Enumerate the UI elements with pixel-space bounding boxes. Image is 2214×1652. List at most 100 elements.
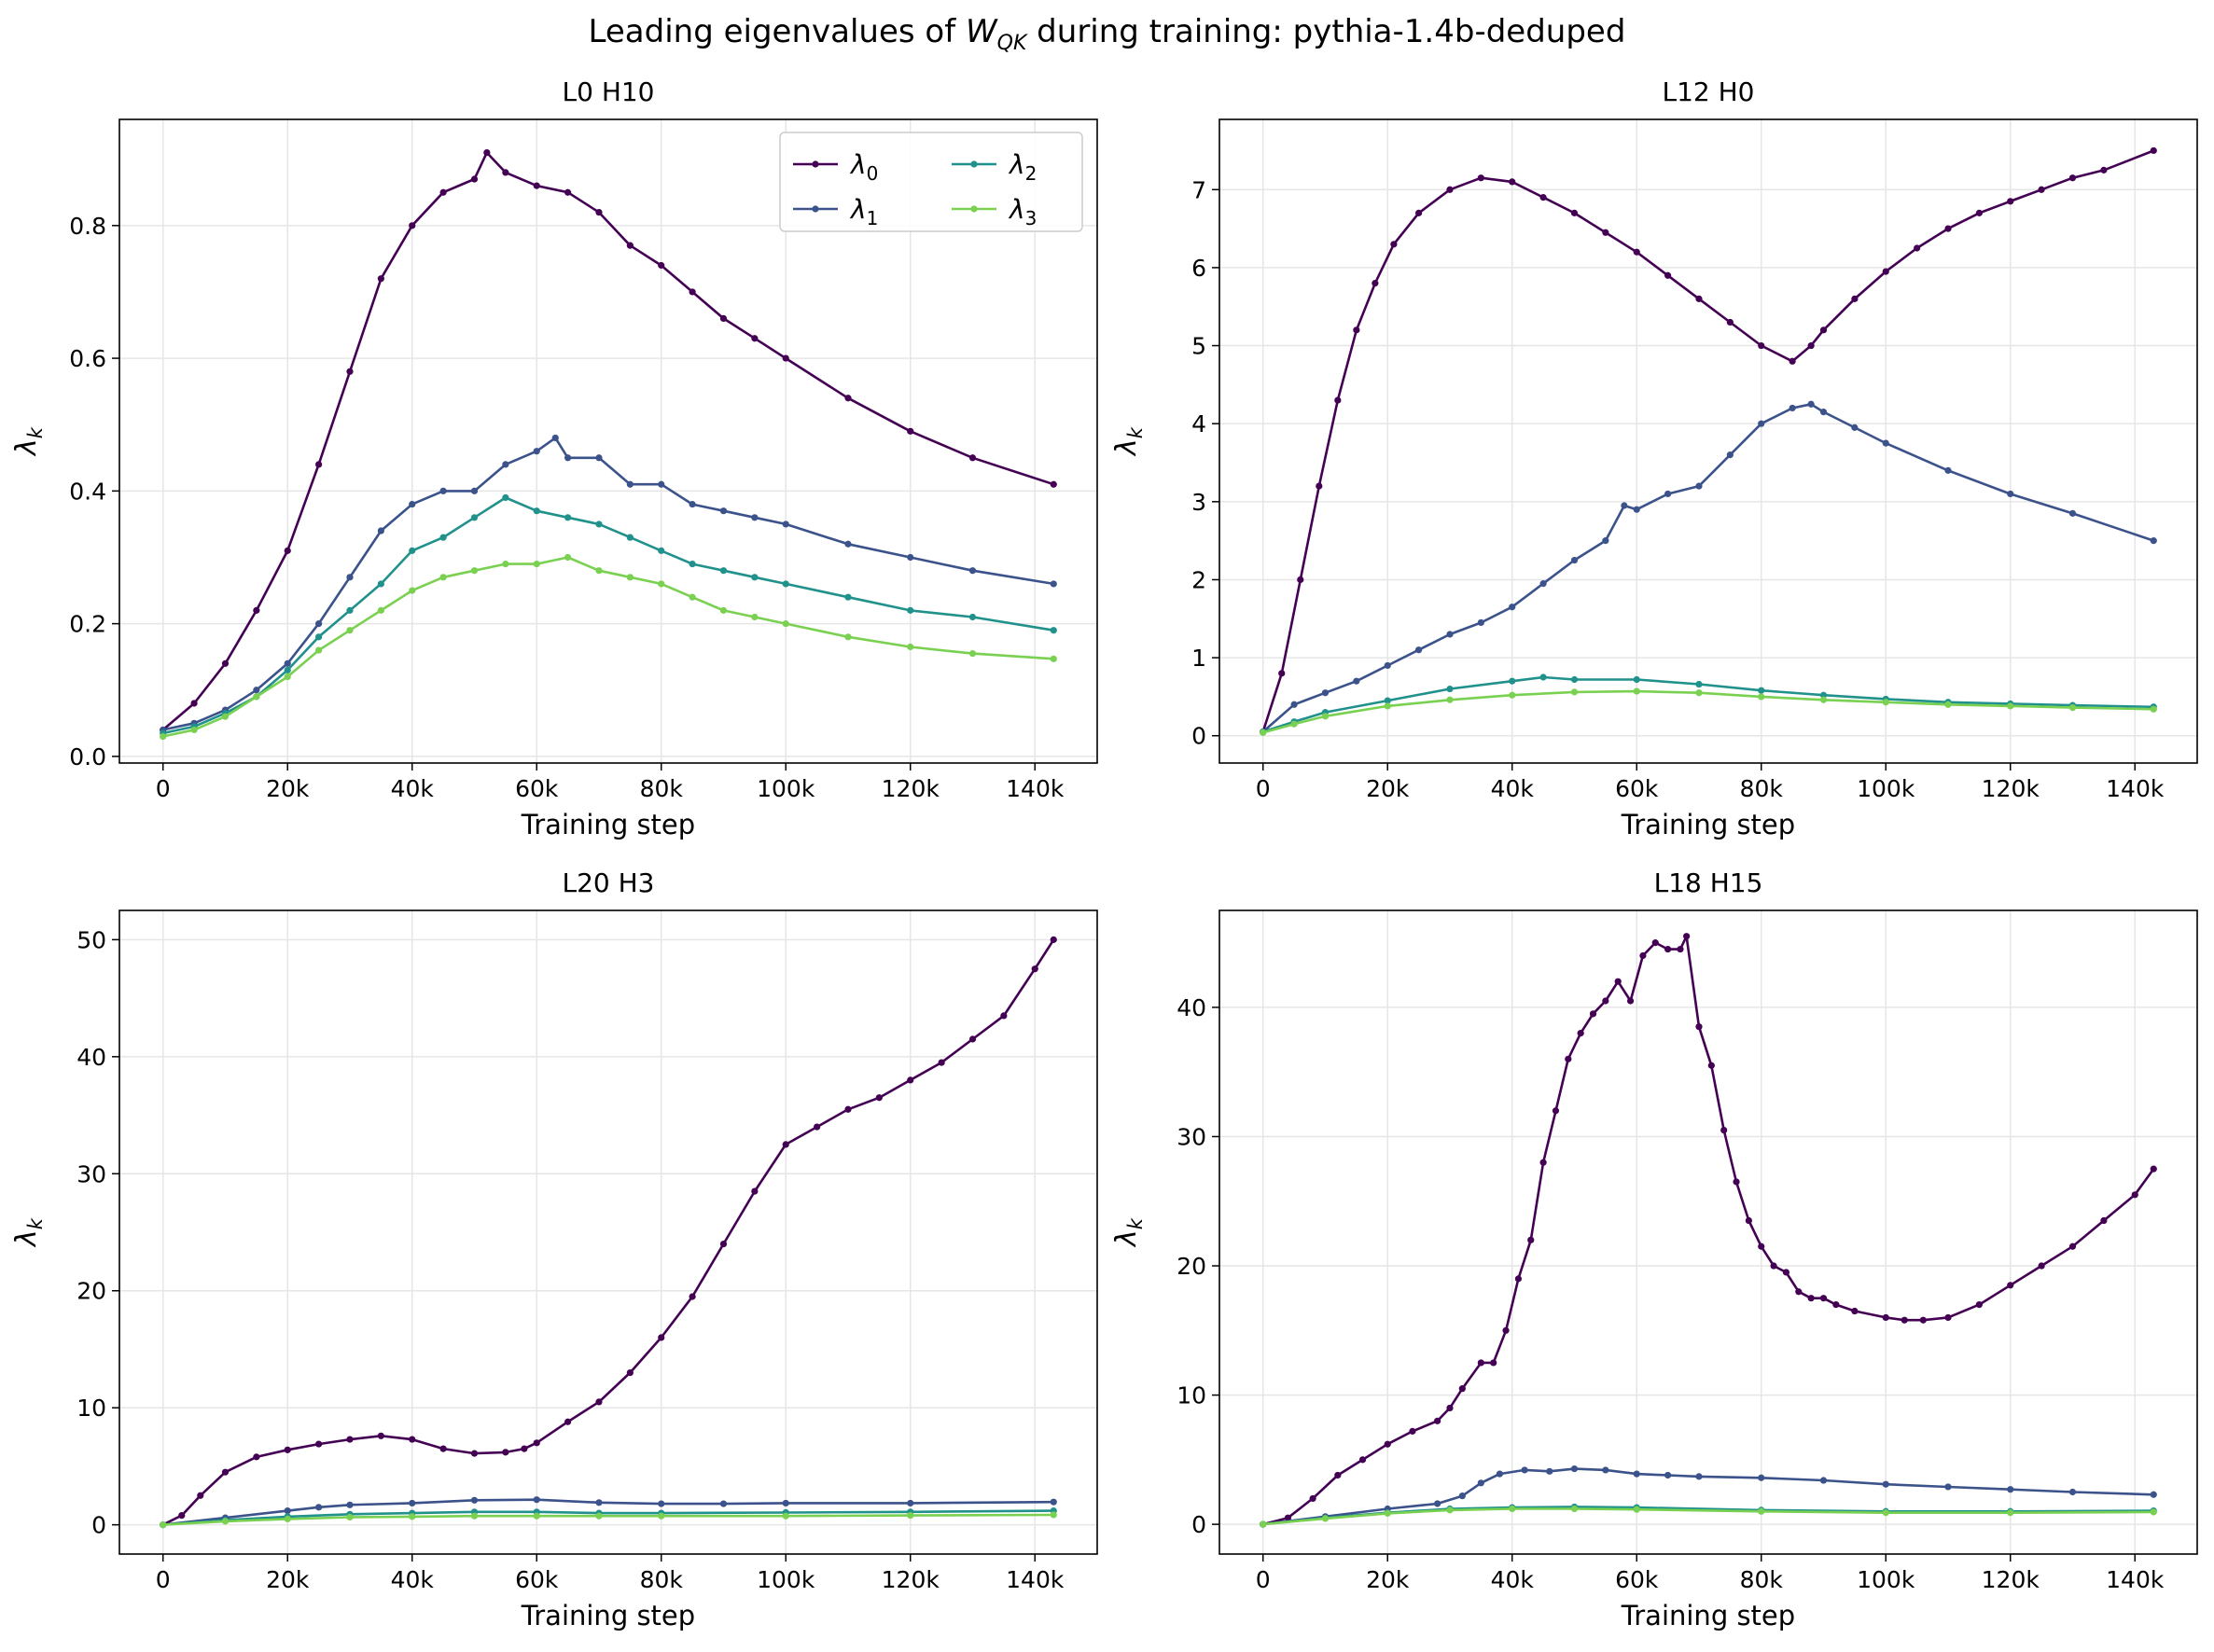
data-point-lambda1: [689, 500, 696, 508]
data-point-lambda0: [907, 1076, 914, 1084]
data-point-lambda3: [2150, 1508, 2157, 1516]
y-tick-label: 50: [77, 926, 106, 953]
x-axis-label: Training step: [521, 1600, 695, 1631]
data-point-lambda3: [595, 567, 603, 575]
legend-marker-lambda2: [970, 160, 978, 168]
data-point-lambda3: [719, 606, 728, 614]
data-point-lambda0: [1589, 1010, 1597, 1018]
data-point-lambda0: [1334, 396, 1342, 404]
data-point-lambda2: [1758, 687, 1765, 694]
data-point-lambda0: [1477, 1359, 1484, 1367]
x-tick-label: 60k: [1615, 1566, 1659, 1593]
data-point-lambda1: [377, 527, 384, 534]
data-point-lambda0: [875, 1094, 883, 1102]
data-point-lambda0: [719, 1240, 728, 1248]
data-point-lambda1: [2150, 1491, 2157, 1498]
data-point-lambda3: [315, 646, 323, 654]
data-point-lambda1: [1882, 1480, 1889, 1488]
x-tick-label: 80k: [1740, 1566, 1784, 1593]
data-point-lambda0: [595, 1398, 603, 1406]
data-point-lambda1: [409, 500, 416, 508]
data-point-lambda2: [595, 521, 603, 528]
legend-marker-lambda0: [812, 160, 819, 168]
data-point-lambda2: [658, 547, 665, 554]
legend-box: [779, 132, 1083, 232]
data-point-lambda0: [439, 188, 447, 196]
data-point-lambda3: [1260, 1520, 1267, 1528]
data-point-lambda3: [284, 673, 291, 681]
data-point-lambda0: [1901, 1316, 1908, 1324]
series-line-lambda3: [1262, 689, 2154, 734]
data-point-lambda3: [377, 606, 384, 614]
data-point-lambda0: [1446, 186, 1454, 193]
data-point-lambda0: [595, 208, 603, 216]
axes-frame: [1218, 909, 2198, 1555]
data-point-lambda0: [1552, 1107, 1560, 1115]
data-point-lambda1: [564, 454, 572, 462]
data-point-lambda0: [1565, 1055, 1572, 1062]
data-point-lambda0: [1390, 241, 1398, 248]
data-point-lambda1: [1050, 1498, 1057, 1506]
data-point-lambda0: [284, 547, 291, 554]
data-point-lambda3: [1633, 1506, 1640, 1513]
data-point-lambda3: [2068, 704, 2077, 712]
data-point-lambda0: [938, 1059, 945, 1066]
data-point-lambda0: [2131, 1191, 2138, 1199]
data-point-lambda0: [968, 1035, 977, 1043]
data-point-lambda0: [1614, 978, 1622, 985]
data-point-lambda0: [844, 1105, 852, 1113]
data-point-lambda1: [315, 620, 323, 628]
data-point-lambda0: [521, 1445, 528, 1452]
data-point-lambda0: [190, 700, 198, 707]
data-point-lambda0: [315, 461, 323, 468]
panel-2: 0 20k 40k 60k 80k 100k 120k 140k 0 10 20 30 40 50 L20 …: [10, 868, 1098, 1631]
x-tick-label: 40k: [391, 1566, 435, 1593]
data-point-lambda1: [1807, 400, 1815, 408]
data-point-lambda3: [1446, 696, 1454, 703]
data-point-lambda1: [1664, 1471, 1672, 1479]
data-point-lambda2: [470, 514, 479, 521]
data-point-lambda1: [1446, 631, 1454, 638]
data-point-lambda1: [1477, 1479, 1484, 1487]
data-point-lambda0: [1851, 1307, 1859, 1315]
data-point-lambda3: [1570, 1505, 1579, 1513]
data-point-lambda0: [1284, 1514, 1292, 1521]
x-tick-label: 80k: [640, 1566, 684, 1593]
panel-title: L0 H10: [563, 76, 655, 107]
data-point-lambda1: [470, 487, 479, 494]
data-point-lambda2: [1384, 697, 1391, 704]
panel-title: L18 H15: [1654, 868, 1763, 898]
data-point-lambda1: [719, 1500, 728, 1507]
data-point-lambda1: [284, 659, 291, 667]
x-tick-label: 140k: [2106, 775, 2165, 802]
data-point-lambda0: [2150, 1165, 2157, 1173]
y-axis-label: λk: [10, 1217, 47, 1248]
x-tick-label: 60k: [1615, 775, 1659, 802]
data-point-lambda0: [1297, 576, 1304, 584]
data-point-lambda0: [253, 606, 260, 614]
axes-frame: [118, 909, 1098, 1555]
data-point-lambda0: [1795, 1288, 1803, 1296]
data-point-lambda0: [1633, 248, 1640, 256]
series-line-lambda0: [161, 151, 1054, 731]
data-point-lambda0: [719, 314, 728, 323]
data-point-lambda0: [377, 275, 384, 283]
data-point-lambda1: [533, 1496, 540, 1504]
data-point-lambda0: [1316, 482, 1323, 490]
data-point-lambda1: [551, 434, 559, 442]
legend-label-symbol: λ: [1008, 194, 1025, 225]
data-point-lambda3: [2150, 705, 2157, 713]
data-point-lambda2: [1819, 691, 1828, 699]
axes-frame: [1218, 118, 2198, 764]
data-point-lambda0: [409, 222, 416, 229]
data-point-lambda0: [253, 1453, 260, 1461]
data-point-lambda2: [751, 574, 759, 581]
y-tick-label: 7: [1191, 176, 1206, 203]
data-point-lambda0: [1384, 1440, 1391, 1448]
data-point-lambda1: [1384, 661, 1391, 670]
data-point-lambda1: [1477, 618, 1484, 627]
data-point-lambda1: [1546, 1467, 1553, 1475]
data-point-lambda0: [1031, 965, 1038, 973]
data-point-lambda3: [470, 1512, 479, 1520]
legend-label-symbol: λ: [849, 149, 867, 180]
